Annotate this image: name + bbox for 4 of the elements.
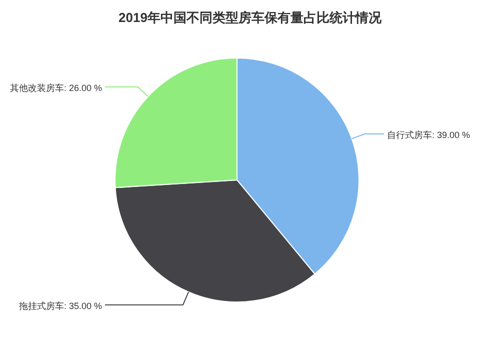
slice-label: 其他改装房车: 26.00 % [10,82,102,93]
slice-label: 拖挂式房车: 35.00 % [18,300,102,311]
chart-title: 2019年中国不同类型房车保有量占比统计情况 [118,10,382,25]
slice-label: 自行式房车: 39.00 % [387,130,470,140]
